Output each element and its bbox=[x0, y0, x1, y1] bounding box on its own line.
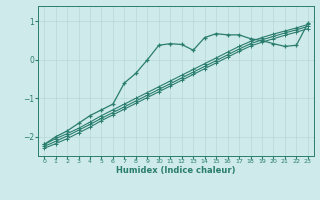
X-axis label: Humidex (Indice chaleur): Humidex (Indice chaleur) bbox=[116, 166, 236, 175]
